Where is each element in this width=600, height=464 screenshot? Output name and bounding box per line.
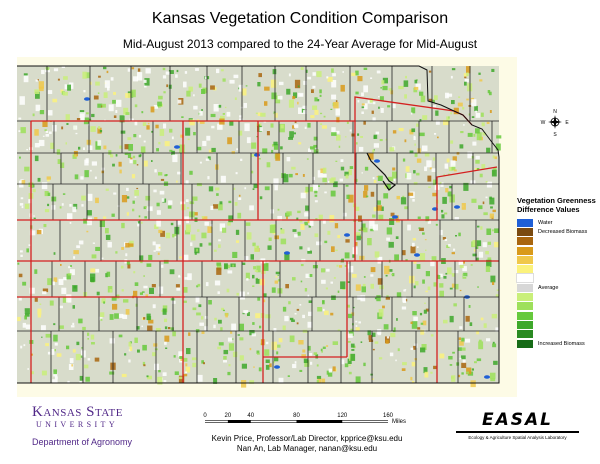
compass-s: S (553, 132, 557, 137)
legend-swatch (517, 218, 533, 227)
legend-item (517, 246, 600, 255)
state-outline (17, 65, 500, 384)
legend-item (517, 264, 600, 274)
easal-rule (456, 431, 579, 433)
compass-e: E (565, 120, 569, 126)
map-subtitle: Mid-August 2013 compared to the 24-Year … (122, 37, 478, 51)
scale-tick-label: 160 (383, 413, 394, 419)
scale-tick-label: 20 (225, 413, 232, 419)
credits-line-1: Kevin Price, Professor/Lab Director, kpp… (211, 434, 403, 443)
map-title: Kansas Vegetation Condition Comparison (151, 10, 449, 27)
legend-label: Decreased Biomass (538, 228, 588, 235)
legend-item: Decreased Biomass (517, 227, 600, 236)
legend-label: Increased Biomass (538, 340, 585, 347)
legend-title: Vegetation Greenness Difference Values (517, 196, 596, 214)
legend-item (517, 330, 600, 339)
credits: Kevin Price, Professor/Lab Director, kpp… (0, 434, 600, 454)
legend-swatch (517, 320, 533, 329)
legend-swatch (517, 227, 533, 236)
easal-name: EASAL (481, 410, 553, 430)
legend-item (517, 320, 600, 329)
legend-label: Water (538, 219, 553, 226)
legend-item (516, 273, 600, 284)
scale-unit: Miles (392, 419, 406, 425)
scale-tick-label: 80 (293, 413, 300, 419)
ksu-logo: Kansas State UNIVERSITY Department of Ag… (32, 404, 132, 447)
legend-swatch (517, 293, 533, 302)
vegetation-texture (17, 66, 502, 388)
legend-swatch (517, 265, 533, 274)
compass-rose: N S W E (541, 109, 570, 137)
legend-swatch (517, 311, 533, 320)
compass-n: N (553, 109, 557, 115)
kansas-state-fill (17, 66, 499, 383)
legend-swatch (517, 283, 533, 292)
legend-swatch (517, 255, 533, 264)
legend-item (517, 292, 600, 302)
legend-swatch (517, 237, 533, 246)
easal-logo: EASAL Ecology & Agriculture Spatial Anal… (450, 410, 585, 440)
legend-item (517, 311, 600, 320)
legend-item (517, 302, 600, 311)
legend-swatch (517, 330, 533, 339)
ksu-name: Kansas State (32, 404, 123, 420)
credits-line-2: Nan An, Lab Manager, nanan@ksu.edu (236, 444, 378, 453)
legend-item: Water (517, 218, 600, 227)
legend-swatch (517, 339, 533, 348)
legend-item (517, 237, 600, 246)
legend-swatch (516, 273, 534, 284)
ksu-university: UNIVERSITY (36, 420, 118, 429)
compass-w: W (541, 120, 546, 126)
legend-label: Average (538, 284, 559, 291)
legend-swatch (517, 246, 533, 255)
easal-subtitle: Ecology & Agriculture Spatial Analysis L… (468, 435, 567, 440)
missouri-river (366, 152, 397, 191)
legend-rows: Water Decreased Biomass Average Increased B… (516, 218, 600, 348)
scale-tick-label: 120 (337, 413, 348, 419)
legend-swatch (517, 302, 533, 311)
legend-item: Average (517, 283, 600, 292)
legend: Vegetation Greenness Difference Values W… (516, 196, 600, 348)
legend-item (517, 255, 600, 264)
legend-item: Increased Biomass (517, 339, 600, 348)
scale-tick-label: 0 (203, 413, 207, 419)
scale-tick-label: 40 (247, 413, 254, 419)
kansas-vegetation-map (17, 57, 517, 397)
ksu-department: Department of Agronomy (32, 437, 133, 447)
